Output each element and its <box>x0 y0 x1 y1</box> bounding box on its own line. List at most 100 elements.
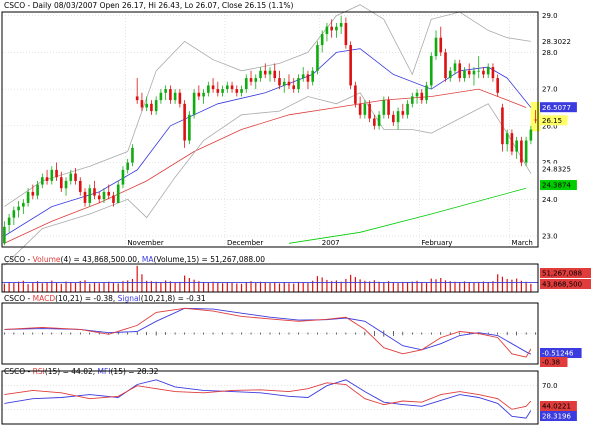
volume-bar <box>207 282 209 292</box>
candle-body <box>150 103 153 112</box>
candle-body <box>297 78 300 90</box>
candle-body <box>22 202 25 207</box>
volume-bar <box>231 282 233 292</box>
candle-body <box>121 169 125 185</box>
rsi-value-tag-bg <box>540 411 577 421</box>
candle-body <box>135 96 139 101</box>
candle-body <box>282 81 286 86</box>
candle-body <box>107 191 111 196</box>
candle-body <box>207 85 210 93</box>
candle-body <box>216 89 220 93</box>
candle-body <box>154 100 158 112</box>
overlay-ma-50- <box>4 88 527 244</box>
candle-body <box>226 85 229 90</box>
volume-bar <box>212 281 214 292</box>
volume-bar <box>217 282 219 292</box>
volume-bar <box>473 282 475 292</box>
candle-body <box>373 118 376 126</box>
volume-bar <box>302 282 304 292</box>
volume-bar <box>103 282 105 292</box>
volume-bar <box>340 281 342 292</box>
volume-title-part-2: (4) = 43,868,500.00, <box>61 255 142 264</box>
candle-body <box>501 107 504 145</box>
macd-panel-frame <box>1 302 539 365</box>
volume-bar <box>117 283 119 292</box>
volume-bar <box>373 280 375 292</box>
candle-body <box>74 173 77 181</box>
overlay-bollinger-lower <box>4 92 532 266</box>
candle-body <box>41 177 44 185</box>
candle-body <box>211 85 215 90</box>
price-ytick-label: 23.0 <box>542 232 558 240</box>
candle-body <box>410 96 414 104</box>
volume-bar <box>18 281 20 292</box>
candle-body <box>368 103 371 119</box>
candle-body <box>164 89 167 93</box>
candle-body <box>93 188 96 196</box>
volume-bar <box>326 279 328 292</box>
candle-body <box>358 103 362 115</box>
price-value-tag-bg <box>540 36 577 47</box>
candle-body <box>97 195 101 200</box>
volume-bar <box>312 280 314 292</box>
volume-bar <box>435 279 437 292</box>
candle-body <box>178 92 182 104</box>
x-axis-label: December <box>227 239 263 247</box>
volume-bar <box>98 283 100 292</box>
candle-body <box>496 78 499 93</box>
volume-value-tag: 43,868,500 <box>542 281 582 289</box>
candle-body <box>420 92 424 101</box>
candle-body <box>463 70 466 79</box>
macd-signal-line <box>4 307 532 355</box>
candle-body <box>159 92 163 101</box>
volume-bar <box>459 282 461 292</box>
volume-bar <box>288 283 290 292</box>
candle-body <box>31 191 35 196</box>
volume-bar <box>46 282 48 292</box>
volume-bar <box>478 281 480 292</box>
volume-bar <box>482 281 485 292</box>
candle-body <box>273 70 277 79</box>
candle-body <box>529 129 533 141</box>
volume-bar <box>383 282 385 292</box>
candle-body <box>472 70 476 75</box>
volume-bar <box>131 278 134 292</box>
volume-bar <box>226 282 228 292</box>
volume-title-part-0: CSCO - <box>4 255 33 264</box>
candle-body <box>534 119 537 121</box>
candle-body <box>363 103 367 115</box>
volume-bar <box>331 281 333 292</box>
candle-body <box>78 180 82 192</box>
price-ytick-label: 24.0 <box>542 196 558 204</box>
candle-body <box>415 92 419 97</box>
volume-bar <box>245 282 247 292</box>
candle-body <box>453 63 457 71</box>
x-axis-label: February <box>421 239 452 247</box>
candle-body <box>434 37 438 57</box>
candle-body <box>230 85 234 90</box>
volume-bar <box>146 280 148 292</box>
volume-bar <box>65 281 67 292</box>
volume-bar <box>350 274 352 292</box>
volume-bar <box>74 283 77 292</box>
price-value-tag-bg <box>540 102 577 113</box>
volume-bar <box>297 281 300 292</box>
candle-body <box>510 133 514 152</box>
candle-body <box>524 140 528 163</box>
candle-body <box>339 23 343 27</box>
volume-bar <box>165 280 167 292</box>
rsi-line <box>4 382 532 410</box>
rsi-ytick-label: 70.0 <box>542 382 558 390</box>
candle-body <box>197 92 201 97</box>
price-title: CSCO - Daily 08/03/2007 Open 26.17, Hi 2… <box>4 1 293 10</box>
volume-bar <box>454 281 456 292</box>
candle-body <box>311 70 314 82</box>
macd-title-part-0: CSCO - <box>4 294 33 303</box>
volume-bar <box>240 283 243 292</box>
candle-body <box>17 206 20 211</box>
price-value-tag-bg <box>540 163 577 174</box>
candle-body <box>382 100 386 115</box>
volume-bar <box>269 283 271 292</box>
volume-value-tag: 51,267,088 <box>542 270 582 278</box>
